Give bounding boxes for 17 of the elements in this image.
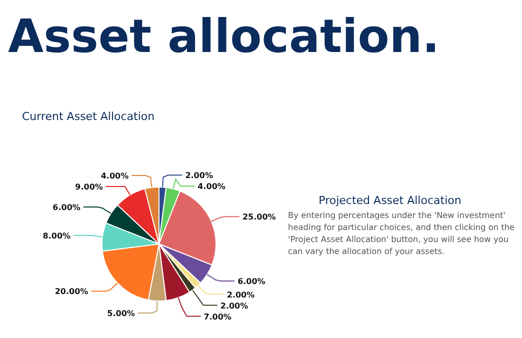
chart-title: Asset allocation. [8, 9, 440, 63]
text: Projected Asset Allocation [318, 194, 462, 207]
data-label: 2.00% [185, 171, 213, 180]
text: By entering percentages under the 'New investment' heading for particular choices, and then clicking on the 'Project Asset Allocation' button, you will see how you can vary the allocation of your assets. [288, 210, 515, 256]
data-label: 25.00% [242, 212, 276, 222]
data-label: 4.00% [100, 172, 129, 181]
data-label: 5.00% [107, 308, 135, 318]
data-label: 6.00% [238, 276, 266, 286]
data-label: 20.00% [54, 287, 88, 296]
chart-subtitle: Current Asset Allocation [22, 110, 155, 123]
data-label: 2.00% [220, 301, 248, 310]
data-label: 4.00% [198, 182, 226, 192]
data-label: 2.00% [226, 290, 255, 300]
data-label: 9.00% [75, 182, 103, 192]
data-label: 7.00% [204, 312, 232, 322]
data-label: 8.00% [42, 231, 71, 240]
data-label: 6.00% [52, 203, 80, 212]
